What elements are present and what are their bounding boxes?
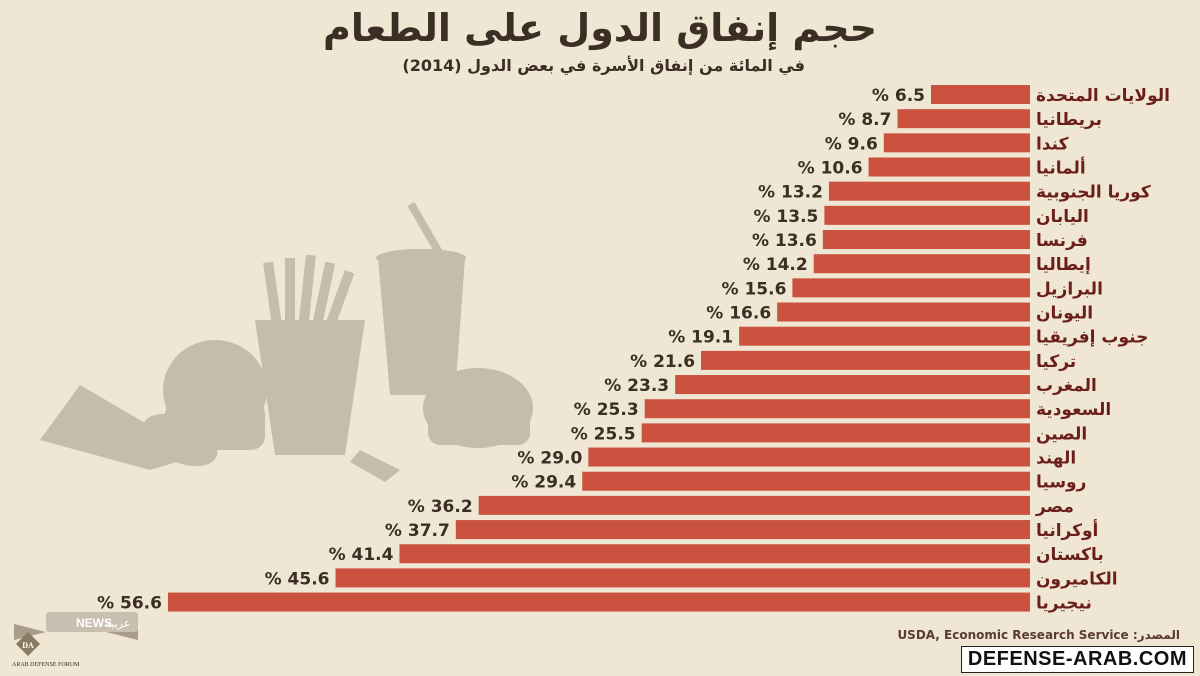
- category-label: باكستان: [1036, 545, 1104, 565]
- bar: [478, 495, 1030, 515]
- value-label: % 13.6: [752, 231, 817, 251]
- category-label: الصين: [1036, 424, 1087, 444]
- value-label: % 45.6: [265, 569, 330, 589]
- bar: [792, 278, 1030, 298]
- category-label: فرنسا: [1036, 231, 1088, 251]
- bar: [739, 326, 1030, 346]
- bar: [641, 423, 1030, 443]
- bar: [701, 350, 1030, 370]
- value-label: % 37.7: [385, 521, 450, 541]
- value-label: % 25.5: [571, 424, 636, 444]
- value-label: % 19.1: [668, 328, 733, 348]
- value-label: % 6.5: [872, 86, 925, 106]
- category-label: نيجيريا: [1036, 594, 1092, 614]
- bar: [828, 181, 1030, 201]
- category-label: ألمانيا: [1036, 157, 1086, 179]
- value-label: % 21.6: [630, 352, 695, 372]
- category-label: المغرب: [1036, 376, 1097, 396]
- bar: [931, 85, 1030, 104]
- bar: [644, 399, 1030, 419]
- chart-subtitle: في المائة من إنفاق الأسرة في بعض الدول (…: [402, 56, 805, 75]
- bar: [399, 544, 1030, 564]
- value-label: % 56.6: [97, 594, 162, 614]
- logo-badge-text: NEWS: [76, 616, 112, 630]
- bar: [335, 568, 1031, 588]
- category-label: روسيا: [1036, 473, 1086, 493]
- value-label: % 8.7: [838, 110, 891, 130]
- site-watermark: DEFENSE-ARAB.COM: [960, 646, 1194, 673]
- category-label: الكاميرون: [1036, 569, 1118, 589]
- value-label: % 41.4: [329, 545, 394, 565]
- bar: [822, 230, 1030, 250]
- arab-defense-forum-logo: NEWS عربية DA ARAB DEFENSE FORUM: [12, 612, 138, 668]
- value-label: % 10.6: [798, 159, 863, 179]
- category-label: إيطاليا: [1036, 255, 1091, 275]
- bar: [582, 471, 1030, 491]
- category-label: جنوب إفريقيا: [1036, 328, 1148, 348]
- bar: [588, 447, 1030, 467]
- value-label: % 13.2: [758, 183, 823, 203]
- bar: [824, 205, 1030, 225]
- logo-mark: DA: [22, 641, 34, 650]
- logo-org-name: ARAB DEFENSE FORUM: [12, 662, 80, 668]
- category-label: تركيا: [1036, 352, 1076, 372]
- category-label: كوريا الجنوبية: [1036, 183, 1151, 203]
- value-label: % 15.6: [722, 279, 787, 299]
- value-label: % 16.6: [706, 304, 771, 324]
- bar: [868, 157, 1030, 177]
- value-label: % 29.4: [511, 473, 576, 493]
- bar: [455, 520, 1031, 540]
- value-label: % 36.2: [408, 497, 473, 517]
- source-note: المصدر: USDA, Economic Research Service: [897, 628, 1180, 642]
- value-label: % 14.2: [743, 255, 808, 275]
- category-label: كندا: [1036, 134, 1069, 154]
- category-label: اليونان: [1036, 304, 1093, 324]
- value-label: % 13.5: [753, 207, 818, 227]
- category-label: الولايات المتحدة: [1036, 86, 1170, 106]
- category-label: بريطانيا: [1036, 110, 1102, 130]
- bar: [897, 109, 1030, 129]
- value-label: % 25.3: [574, 400, 639, 420]
- category-label: أوكرانيا: [1036, 519, 1098, 541]
- bar: [167, 592, 1030, 612]
- bar: [883, 133, 1030, 153]
- category-label: الهند: [1036, 449, 1076, 469]
- bar: [675, 375, 1030, 395]
- category-label: البرازيل: [1036, 279, 1103, 299]
- category-label: اليابان: [1036, 207, 1089, 227]
- logo-badge-text-arabic: عربية: [106, 617, 131, 630]
- value-label: % 9.6: [825, 134, 878, 154]
- value-label: % 29.0: [517, 449, 582, 469]
- chart-title: حجم إنفاق الدول على الطعام: [322, 6, 877, 50]
- category-label: السعودية: [1036, 400, 1111, 420]
- category-label: مصر: [1035, 497, 1074, 517]
- bar: [777, 302, 1030, 322]
- bar: [813, 254, 1030, 274]
- value-label: % 23.3: [604, 376, 669, 396]
